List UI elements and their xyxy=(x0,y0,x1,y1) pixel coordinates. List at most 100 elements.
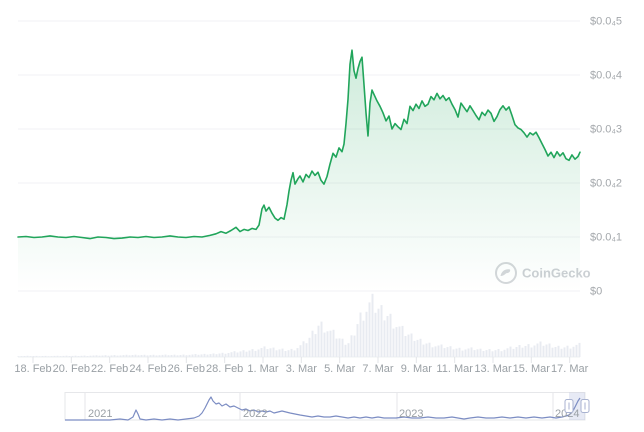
volume-bar xyxy=(164,354,167,357)
x-axis-label: 26. Feb xyxy=(168,363,205,375)
y-axis-label: $0.0₄1 xyxy=(590,232,622,244)
y-axis-label: $0 xyxy=(590,286,602,298)
volume-bar xyxy=(371,293,374,357)
volume-bar xyxy=(572,346,575,357)
volume-bar xyxy=(494,350,497,357)
volume-bar xyxy=(485,350,488,357)
volume-bar xyxy=(548,343,551,357)
volume-bar xyxy=(215,354,218,357)
volume-bar xyxy=(197,354,200,357)
price-plot-area[interactable] xyxy=(18,12,580,291)
volume-bars xyxy=(17,293,581,357)
volume-bar xyxy=(38,356,41,357)
x-axis-label: 24. Feb xyxy=(129,363,166,375)
volume-bar xyxy=(341,338,344,357)
volume-bar xyxy=(230,352,233,357)
x-axis-label: 18. Feb xyxy=(14,363,51,375)
volume-bar xyxy=(203,353,206,357)
volume-bar xyxy=(500,351,503,357)
volume-bar xyxy=(416,339,419,357)
date-axis: 18. Feb 20. Feb 22. Feb 24. Feb 26. Feb 28. F… xyxy=(14,356,589,375)
volume-bar xyxy=(86,356,89,357)
volume-bar xyxy=(95,355,98,357)
volume-bar xyxy=(260,348,263,357)
volume-bar xyxy=(332,329,335,357)
volume-bar xyxy=(398,326,401,357)
volume-bar xyxy=(389,313,392,357)
volume-bar xyxy=(365,311,368,357)
volume-bar xyxy=(248,350,251,357)
volume-bar xyxy=(359,312,362,357)
volume-bar xyxy=(338,338,341,357)
volume-bar xyxy=(17,356,20,357)
volume-bar xyxy=(392,328,395,357)
volume-bar xyxy=(83,355,86,357)
volume-bar xyxy=(149,355,152,357)
navigator[interactable]: 2021 2022 2023 2024 xyxy=(64,392,590,421)
volume-bar xyxy=(272,347,275,357)
x-axis-label: 5. Mar xyxy=(324,363,356,375)
volume-bar xyxy=(536,343,539,357)
volume-bar xyxy=(557,345,560,357)
volume-bar xyxy=(569,348,572,357)
volume-bar xyxy=(560,348,563,357)
volume-bar xyxy=(329,330,332,357)
volume-bar xyxy=(296,348,299,357)
volume-bar xyxy=(152,354,155,357)
volume-bar xyxy=(110,355,113,357)
x-axis-label: 11. Mar xyxy=(436,363,473,375)
volume-bar xyxy=(461,350,464,357)
volume-bar xyxy=(239,351,242,357)
volume-bar xyxy=(515,347,518,357)
volume-bar xyxy=(530,347,533,357)
volume-bar xyxy=(32,356,35,357)
volume-bar xyxy=(413,340,416,357)
volume-bar xyxy=(125,354,128,357)
volume-bar xyxy=(206,354,209,357)
volume-bar xyxy=(419,338,422,357)
volume-bar xyxy=(323,332,326,357)
volume-bar xyxy=(23,356,26,357)
volume-bar xyxy=(53,355,56,357)
volume-bar xyxy=(479,348,482,357)
price-line xyxy=(17,49,581,240)
volume-bar xyxy=(122,355,125,357)
volume-bar xyxy=(533,345,536,357)
x-axis-label: 15. Mar xyxy=(513,363,551,375)
volume-bar xyxy=(113,355,116,357)
volume-bar xyxy=(350,335,353,357)
x-axis-label: 3. Mar xyxy=(286,363,318,375)
volume-bar xyxy=(251,349,254,357)
volume-bar xyxy=(218,353,221,357)
volume-bar xyxy=(446,347,449,357)
volume-bar xyxy=(77,356,80,357)
volume-bar xyxy=(107,355,110,357)
volume-bar xyxy=(407,334,410,357)
price-axis-labels: $0 $0.0₄1 $0.0₄2 $0.0₄3 $0.0₄4 $0.0₄5 xyxy=(590,16,622,298)
volume-bar xyxy=(284,351,287,357)
volume-bar xyxy=(344,344,347,357)
volume-bar xyxy=(47,356,50,357)
x-axis-label: 20. Feb xyxy=(53,363,90,375)
volume-bar xyxy=(566,345,569,357)
x-axis-label: 13. Mar xyxy=(474,363,512,375)
volume-bar xyxy=(395,327,398,357)
volume-bar xyxy=(374,312,377,357)
volume-bar xyxy=(59,356,62,357)
navigator-track[interactable] xyxy=(64,392,586,421)
volume-bar xyxy=(353,335,356,357)
volume-bar xyxy=(104,355,107,357)
navigator-selected-range[interactable] xyxy=(569,392,585,421)
volume-bar xyxy=(134,354,137,357)
volume-bar xyxy=(506,348,509,357)
volume-bar xyxy=(20,356,23,357)
volume-bar xyxy=(524,346,527,357)
volume-bar xyxy=(281,348,284,357)
volume-bar xyxy=(356,324,359,357)
volume-bar xyxy=(212,353,215,357)
volume-bar xyxy=(137,355,140,357)
volume-bar xyxy=(263,346,266,357)
volume-bar xyxy=(422,344,425,357)
volume-bar xyxy=(140,355,143,357)
